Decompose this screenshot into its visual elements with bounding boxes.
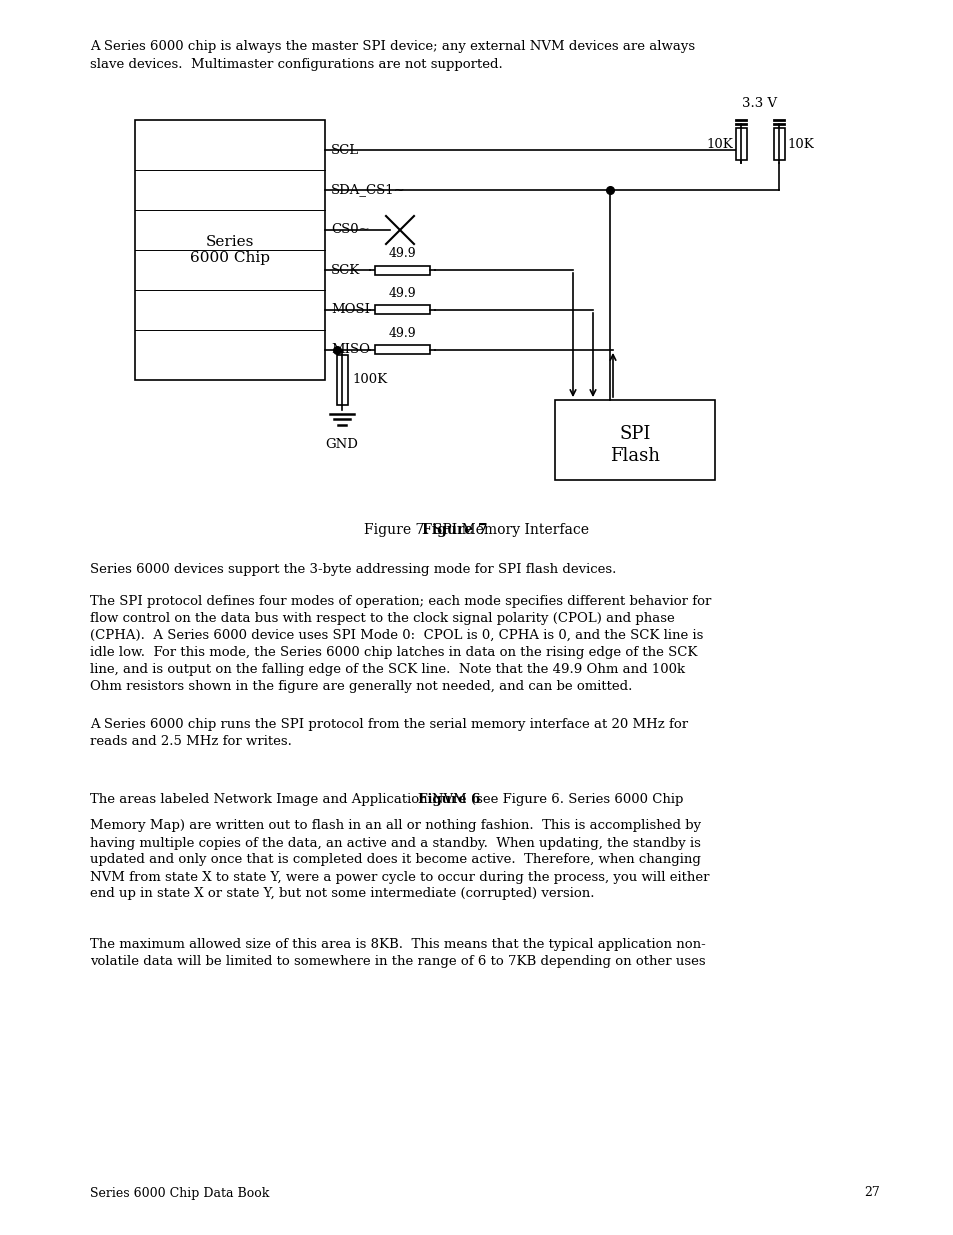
Text: 49.9: 49.9 xyxy=(388,247,416,261)
Text: SCK: SCK xyxy=(331,263,360,277)
Text: Series
6000 Chip: Series 6000 Chip xyxy=(190,235,270,266)
Text: 49.9: 49.9 xyxy=(388,327,416,340)
Text: 3.3 V: 3.3 V xyxy=(741,98,777,110)
Bar xyxy=(375,346,430,354)
Text: Memory Map) are written out to flash in an all or nothing fashion.  This is acco: Memory Map) are written out to flash in … xyxy=(90,820,709,900)
Text: 10K: 10K xyxy=(786,137,813,151)
Text: 27: 27 xyxy=(863,1187,879,1199)
Bar xyxy=(375,266,430,274)
Bar xyxy=(135,120,325,380)
Text: 49.9: 49.9 xyxy=(388,287,416,300)
Text: Series 6000 Chip Data Book: Series 6000 Chip Data Book xyxy=(90,1187,269,1199)
Text: Series 6000 devices support the 3-byte addressing mode for SPI flash devices.: Series 6000 devices support the 3-byte a… xyxy=(90,563,616,576)
Text: The maximum allowed size of this area is 8KB.  This means that the typical appli: The maximum allowed size of this area is… xyxy=(90,939,705,968)
Bar xyxy=(735,128,745,161)
Text: MOSI: MOSI xyxy=(331,304,370,316)
Text: Figure 7. SPI Memory Interface: Figure 7. SPI Memory Interface xyxy=(364,522,589,537)
Bar xyxy=(555,400,714,480)
Bar xyxy=(336,354,347,405)
Text: The areas labeled Network Image and Application NVM (see Figure 6. Series 6000 C: The areas labeled Network Image and Appl… xyxy=(90,793,682,806)
Text: The SPI protocol defines four modes of operation; each mode specifies different : The SPI protocol defines four modes of o… xyxy=(90,595,711,693)
Text: SCL: SCL xyxy=(331,143,358,157)
Text: 100K: 100K xyxy=(352,373,387,387)
Text: SDA_CS1~: SDA_CS1~ xyxy=(331,184,405,196)
Text: CS0~: CS0~ xyxy=(331,224,370,236)
Text: Figure 6: Figure 6 xyxy=(417,793,480,806)
Text: Figure 7: Figure 7 xyxy=(422,522,488,537)
Text: A Series 6000 chip runs the SPI protocol from the serial memory interface at 20 : A Series 6000 chip runs the SPI protocol… xyxy=(90,718,687,748)
Text: MISO: MISO xyxy=(331,343,370,357)
Text: GND: GND xyxy=(325,438,358,451)
Text: 10K: 10K xyxy=(705,137,732,151)
Bar xyxy=(375,305,430,315)
Text: A Series 6000 chip is always the master SPI device; any external NVM devices are: A Series 6000 chip is always the master … xyxy=(90,40,695,70)
Bar xyxy=(773,128,783,161)
Text: SPI: SPI xyxy=(618,425,650,443)
Text: Flash: Flash xyxy=(609,447,659,466)
